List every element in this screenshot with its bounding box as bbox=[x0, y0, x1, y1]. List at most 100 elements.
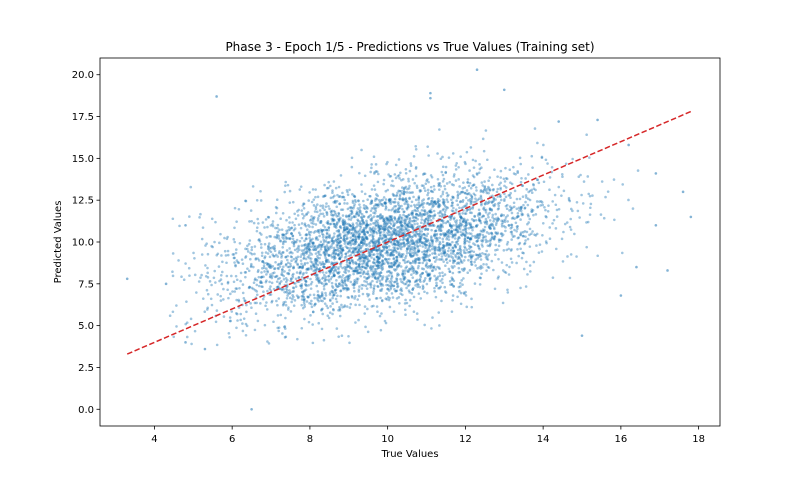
data-point bbox=[268, 249, 271, 252]
data-point bbox=[349, 231, 352, 235]
data-point bbox=[441, 243, 445, 247]
data-point bbox=[426, 178, 429, 181]
data-point bbox=[270, 300, 273, 304]
data-point bbox=[283, 270, 286, 273]
data-point bbox=[469, 200, 472, 203]
data-point bbox=[380, 216, 384, 220]
data-point bbox=[426, 193, 429, 197]
data-point bbox=[374, 230, 378, 234]
data-point bbox=[402, 242, 405, 246]
data-point bbox=[308, 236, 311, 240]
data-point bbox=[364, 204, 368, 208]
data-point bbox=[557, 185, 561, 189]
data-point bbox=[392, 310, 396, 313]
data-point bbox=[396, 272, 399, 276]
data-point bbox=[289, 262, 292, 266]
data-point bbox=[540, 156, 544, 160]
data-point bbox=[288, 269, 291, 272]
data-point bbox=[309, 302, 313, 306]
data-point bbox=[478, 218, 481, 222]
data-point bbox=[515, 261, 518, 265]
data-point bbox=[490, 200, 493, 204]
data-point bbox=[432, 184, 436, 188]
data-point bbox=[301, 273, 305, 276]
data-point bbox=[517, 254, 520, 258]
data-point bbox=[331, 296, 334, 300]
data-point bbox=[461, 190, 465, 194]
data-point bbox=[365, 255, 368, 259]
data-point bbox=[268, 235, 271, 238]
data-point bbox=[485, 257, 489, 261]
data-point bbox=[233, 206, 237, 210]
data-point bbox=[408, 253, 412, 257]
data-point bbox=[369, 222, 372, 226]
data-point bbox=[359, 257, 362, 260]
data-point bbox=[321, 232, 324, 236]
data-point bbox=[412, 242, 416, 246]
data-point bbox=[164, 282, 168, 286]
data-point bbox=[397, 210, 401, 214]
data-point bbox=[450, 225, 453, 228]
data-point bbox=[316, 195, 320, 199]
data-point bbox=[376, 260, 380, 264]
data-point bbox=[489, 227, 492, 230]
data-point bbox=[499, 186, 502, 190]
data-point bbox=[334, 239, 337, 243]
data-point bbox=[384, 202, 387, 206]
data-point bbox=[416, 217, 419, 221]
data-point bbox=[418, 238, 422, 241]
data-point bbox=[461, 283, 464, 286]
data-point bbox=[445, 205, 448, 209]
data-point bbox=[327, 316, 331, 320]
data-point bbox=[385, 250, 389, 254]
data-point bbox=[309, 245, 313, 249]
data-point bbox=[404, 256, 407, 260]
data-point bbox=[395, 277, 399, 281]
data-point bbox=[357, 264, 361, 268]
data-point bbox=[305, 300, 309, 303]
data-point bbox=[258, 240, 262, 243]
data-point bbox=[368, 283, 372, 286]
data-point bbox=[330, 239, 334, 242]
data-point bbox=[323, 283, 327, 286]
data-point bbox=[307, 199, 311, 202]
data-point bbox=[285, 289, 289, 292]
data-point bbox=[415, 206, 419, 210]
data-point bbox=[385, 246, 389, 250]
data-point bbox=[471, 158, 475, 162]
data-point bbox=[296, 337, 299, 341]
data-point bbox=[369, 209, 373, 213]
data-point bbox=[282, 233, 286, 237]
data-point bbox=[487, 200, 491, 203]
data-point bbox=[291, 275, 295, 279]
data-point bbox=[335, 271, 339, 274]
data-point bbox=[408, 268, 412, 271]
data-point bbox=[507, 273, 511, 276]
data-point bbox=[487, 215, 490, 219]
data-point bbox=[360, 239, 363, 243]
data-point bbox=[522, 203, 525, 207]
data-point bbox=[452, 261, 455, 265]
data-point bbox=[444, 232, 448, 235]
data-point bbox=[250, 306, 253, 310]
data-point bbox=[206, 306, 209, 310]
data-point bbox=[438, 267, 441, 271]
data-point bbox=[496, 232, 499, 236]
data-point bbox=[171, 270, 174, 273]
data-point bbox=[304, 280, 308, 283]
data-point bbox=[448, 243, 452, 246]
data-point bbox=[362, 241, 366, 244]
data-point bbox=[333, 274, 336, 277]
data-point bbox=[498, 183, 501, 186]
data-point bbox=[263, 226, 266, 229]
data-point bbox=[356, 272, 359, 275]
data-point bbox=[438, 128, 441, 131]
data-point bbox=[428, 214, 432, 218]
data-point bbox=[377, 266, 381, 270]
data-point bbox=[324, 248, 327, 252]
data-point bbox=[339, 289, 342, 293]
data-point bbox=[271, 245, 275, 249]
data-point bbox=[327, 280, 331, 283]
data-point bbox=[353, 240, 357, 244]
data-point bbox=[361, 272, 365, 276]
